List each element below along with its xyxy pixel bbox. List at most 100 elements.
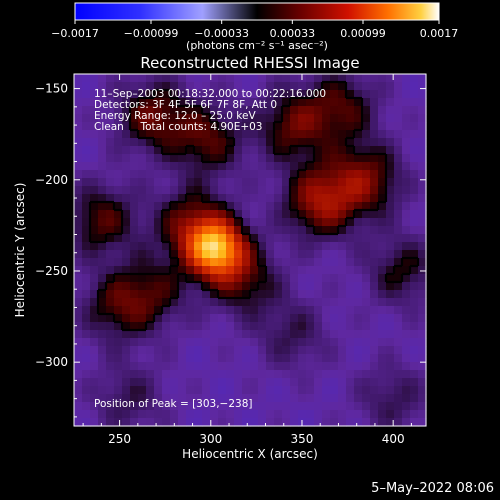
heatmap-cell [410,146,419,155]
heatmap-cell [346,266,355,275]
heatmap-cell [370,306,379,315]
heatmap-cell [290,370,299,379]
heatmap-cell [290,170,299,179]
heatmap-cell [322,290,331,299]
heatmap-cell [386,250,395,259]
heatmap-cell [410,170,419,179]
heatmap-cell [202,402,211,411]
heatmap-cell [346,210,355,219]
heatmap-cell [186,306,195,315]
heatmap-cell [162,82,171,91]
heatmap-cell [194,82,203,91]
heatmap-cell [290,98,299,107]
heatmap-cell [418,274,427,283]
heatmap-cell [226,306,235,315]
heatmap-cell [154,194,163,203]
heatmap-cell [378,322,387,331]
heatmap-cell [98,106,107,115]
heatmap-cell [314,266,323,275]
heatmap-cell [202,242,211,251]
heatmap-cell [378,186,387,195]
heatmap-cell [322,386,331,395]
heatmap-cell [346,74,355,83]
heatmap-cell [402,130,411,139]
heatmap-cell [162,178,171,187]
heatmap-cell [234,138,243,147]
heatmap-cell [82,370,91,379]
heatmap-cell [314,194,323,203]
colorbar-tick-label: 0.0017 [420,27,459,40]
heatmap-cell [354,290,363,299]
heatmap-cell [162,410,171,419]
heatmap-cell [338,322,347,331]
heatmap-cell [266,162,275,171]
heatmap-cell [82,298,91,307]
heatmap-cell [130,82,139,91]
heatmap-cell [122,122,131,131]
heatmap-cell [282,226,291,235]
heatmap-cell [346,330,355,339]
heatmap-cell [298,178,307,187]
heatmap-cell [218,258,227,267]
heatmap-cell [410,82,419,91]
heatmap-cell [386,226,395,235]
heatmap-cell [250,298,259,307]
heatmap-cell [186,98,195,107]
heatmap-cell [346,386,355,395]
heatmap-cell [290,346,299,355]
heatmap-cell [370,330,379,339]
heatmap-cell [218,178,227,187]
heatmap-cell [218,242,227,251]
heatmap-cell [290,242,299,251]
heatmap-cell [218,114,227,123]
heatmap-cell [402,266,411,275]
heatmap-cell [234,338,243,347]
heatmap-cell [282,402,291,411]
heatmap-cell [162,346,171,355]
heatmap-cell [218,402,227,411]
heatmap-cell [234,370,243,379]
heatmap-cell [98,274,107,283]
heatmap-cell [154,306,163,315]
heatmap-cell [266,178,275,187]
heatmap-cell [266,154,275,163]
heatmap-cell [330,346,339,355]
heatmap-cell [338,122,347,131]
heatmap-cell [402,106,411,115]
heatmap-cell [266,298,275,307]
heatmap-cell [186,370,195,379]
heatmap-cell [226,106,235,115]
heatmap-cell [314,386,323,395]
heatmap-cell [394,210,403,219]
heatmap-cell [178,258,187,267]
heatmap-cell [410,370,419,379]
heatmap-cell [90,370,99,379]
heatmap-cell [298,218,307,227]
heatmap-cell [354,338,363,347]
heatmap-cell [98,346,107,355]
heatmap-cell [306,266,315,275]
heatmap-cell [90,258,99,267]
heatmap-cell [250,178,259,187]
heatmap-cell [202,370,211,379]
heatmap-cell [362,290,371,299]
heatmap-cell [322,378,331,387]
heatmap-cell [298,322,307,331]
heatmap-cell [258,186,267,195]
heatmap-cell [114,330,123,339]
heatmap-cell [154,370,163,379]
heatmap-cell [306,402,315,411]
x-tick-label: 250 [108,432,131,446]
heatmap-cell [138,298,147,307]
heatmap-cell [354,410,363,419]
heatmap-cell [370,218,379,227]
heatmap-cell [418,322,427,331]
heatmap-cell [138,330,147,339]
heatmap-cell [322,354,331,363]
heatmap-cell [130,362,139,371]
heatmap-cell [370,170,379,179]
heatmap-cell [114,122,123,131]
heatmap-cell [322,226,331,235]
colorbar-tick-label: −0.00033 [194,27,249,40]
heatmap-cell [154,146,163,155]
